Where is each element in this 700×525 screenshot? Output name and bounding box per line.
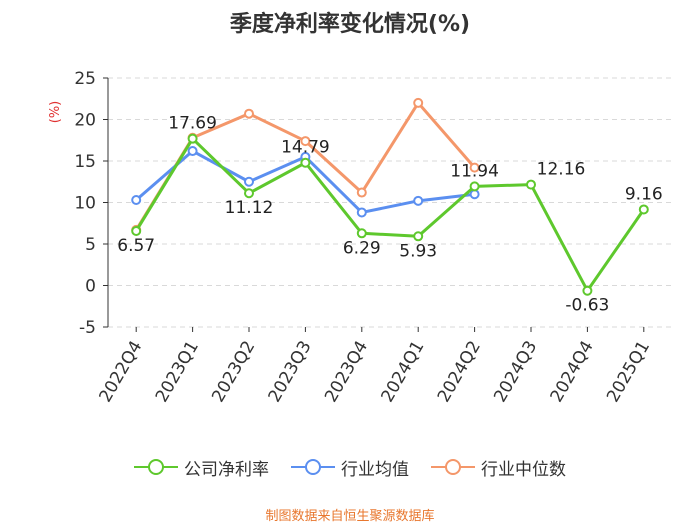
data-point xyxy=(356,228,367,239)
data-point xyxy=(244,176,254,187)
x-tick-label: 2023Q1 xyxy=(152,338,203,406)
legend-item[interactable]: 行业中位数 xyxy=(431,455,566,480)
y-tick-label: 0 xyxy=(85,277,96,297)
x-tick-label: 2023Q4 xyxy=(321,338,372,406)
legend-item[interactable]: 公司净利率 xyxy=(134,455,269,480)
data-point xyxy=(187,146,198,157)
x-tick-label: 2022Q4 xyxy=(95,338,146,406)
y-axis-label: (%) xyxy=(48,101,63,124)
x-tick-label: 2023Q2 xyxy=(208,338,259,406)
chart-title: 季度净利率变化情况(%) xyxy=(229,12,471,37)
y-tick-label: 20 xyxy=(74,111,96,131)
data-point xyxy=(469,189,480,200)
data-point xyxy=(413,231,424,242)
x-tick-label: 2024Q3 xyxy=(490,338,541,406)
data-point xyxy=(356,207,367,218)
y-tick-label: 10 xyxy=(74,194,96,214)
data-label: 11.12 xyxy=(225,198,274,218)
legend-label: 行业中位数 xyxy=(481,459,566,480)
data-point xyxy=(131,225,142,236)
data-point xyxy=(131,195,142,206)
x-tick-label: 2024Q2 xyxy=(434,338,485,406)
series-line xyxy=(134,137,646,293)
x-tick-label: 2025Q1 xyxy=(603,338,654,406)
data-point xyxy=(300,157,311,168)
data-label: 9.16 xyxy=(625,184,663,204)
legend-line-circle-icon xyxy=(431,459,475,475)
data-label: -0.63 xyxy=(565,296,609,316)
data-point xyxy=(582,285,593,296)
data-point xyxy=(187,133,198,144)
data-label: 14.79 xyxy=(281,138,330,158)
data-point xyxy=(469,162,480,173)
data-label: 6.29 xyxy=(343,238,381,258)
data-point xyxy=(469,181,480,192)
y-tick-label: 5 xyxy=(85,235,96,255)
x-tick-label: 2023Q3 xyxy=(265,338,316,406)
data-point xyxy=(244,108,254,119)
legend-line-circle-icon xyxy=(134,459,178,475)
y-tick-label: 25 xyxy=(74,69,96,89)
x-tick-label: 2024Q4 xyxy=(547,338,598,406)
x-tick-label: 2024Q1 xyxy=(377,338,428,406)
data-point xyxy=(356,187,367,198)
source-note: 制图数据来自恒生聚源数据库 xyxy=(265,509,435,524)
legend-line-circle-icon xyxy=(291,459,335,475)
data-point xyxy=(300,136,311,147)
legend-item[interactable]: 行业均值 xyxy=(291,455,409,480)
y-tick-label: -5 xyxy=(79,318,96,338)
legend-label: 行业均值 xyxy=(341,459,409,480)
data-point xyxy=(413,97,424,108)
data-label: 6.57 xyxy=(117,236,155,256)
data-point xyxy=(413,195,424,206)
data-point xyxy=(638,204,649,215)
y-tick-label: 15 xyxy=(74,152,96,172)
data-label: 11.94 xyxy=(450,161,499,181)
data-point xyxy=(526,179,536,190)
legend-label: 公司净利率 xyxy=(184,459,269,480)
chart-legend: 公司净利率 行业均值 行业中位数 xyxy=(0,452,700,482)
data-point xyxy=(244,188,254,199)
data-label: 12.16 xyxy=(537,160,586,180)
data-label: 17.69 xyxy=(168,114,217,134)
data-label: 5.93 xyxy=(399,241,437,261)
